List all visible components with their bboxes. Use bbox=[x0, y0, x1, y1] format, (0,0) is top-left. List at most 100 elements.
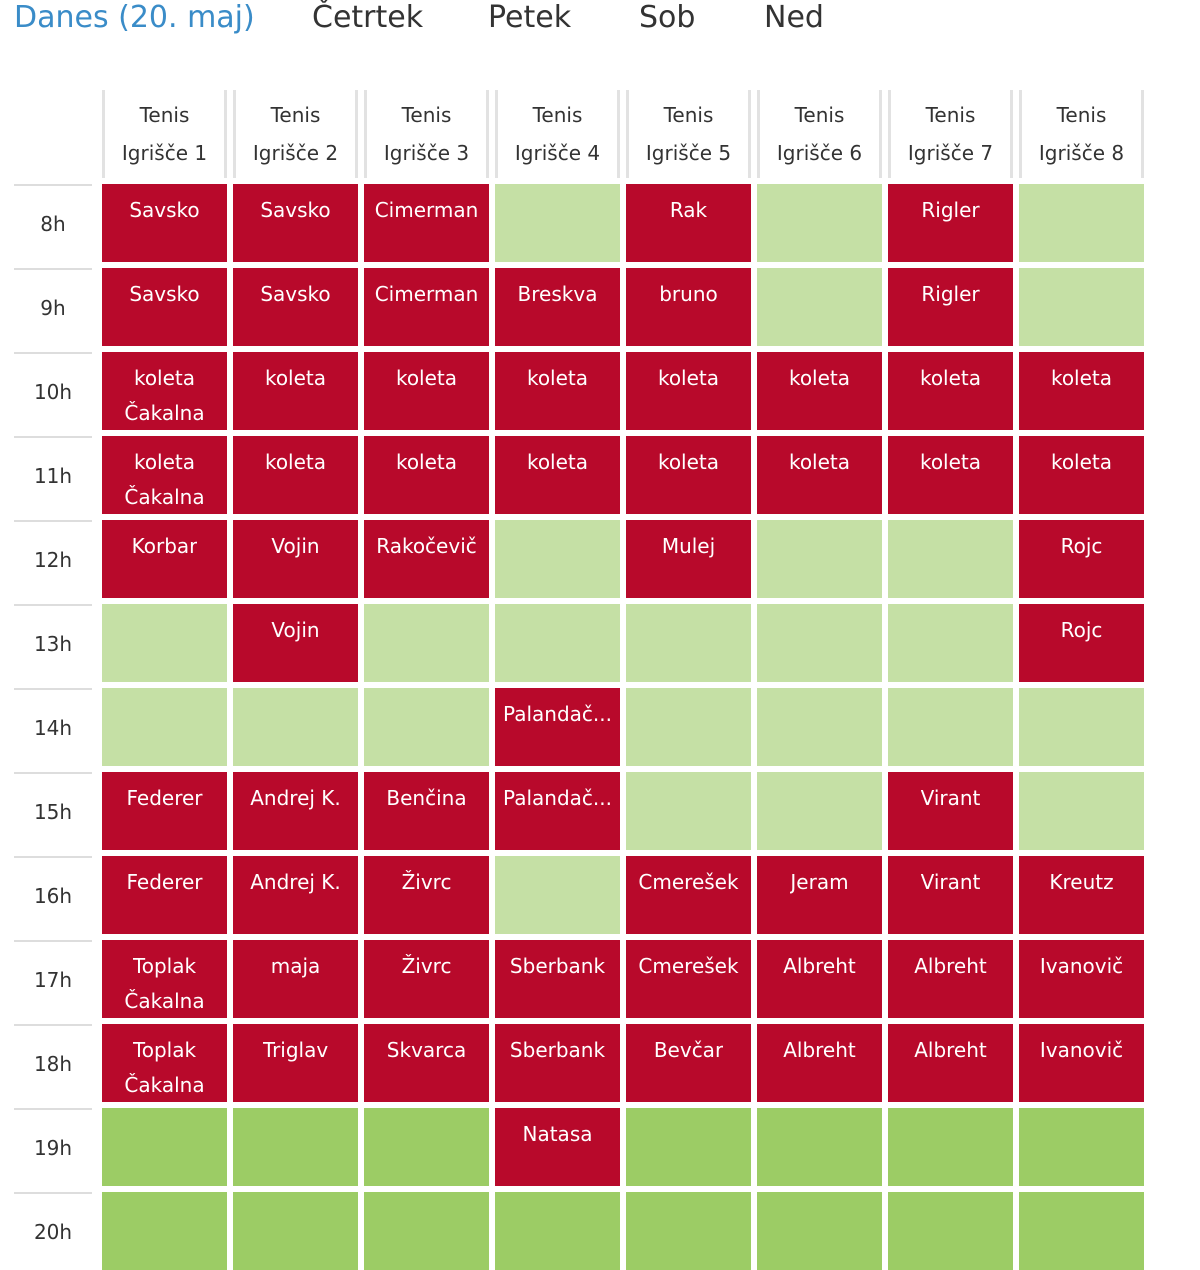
free-slot[interactable] bbox=[102, 604, 227, 682]
free-slot[interactable] bbox=[495, 520, 620, 598]
free-slot[interactable] bbox=[757, 184, 882, 262]
booked-slot[interactable]: Palandač... bbox=[495, 772, 620, 850]
booked-slot[interactable]: Albreht bbox=[888, 940, 1013, 1018]
booked-slot[interactable]: Rakočevič bbox=[364, 520, 489, 598]
free-slot[interactable] bbox=[102, 688, 227, 766]
booked-slot[interactable]: koleta bbox=[364, 436, 489, 514]
free-slot[interactable] bbox=[757, 688, 882, 766]
booked-slot[interactable]: Mulej bbox=[626, 520, 751, 598]
free-slot[interactable] bbox=[1019, 184, 1144, 262]
booked-slot[interactable]: Kreutz bbox=[1019, 856, 1144, 934]
booked-slot[interactable]: koleta bbox=[495, 436, 620, 514]
free-slot[interactable] bbox=[626, 772, 751, 850]
free-slot[interactable] bbox=[757, 268, 882, 346]
booked-slot[interactable]: Virant bbox=[888, 772, 1013, 850]
free-slot[interactable] bbox=[888, 1108, 1013, 1186]
booked-slot[interactable]: Rak bbox=[626, 184, 751, 262]
free-slot[interactable] bbox=[495, 1192, 620, 1270]
booked-slot[interactable]: koleta bbox=[888, 352, 1013, 430]
free-slot[interactable] bbox=[495, 184, 620, 262]
booked-slot[interactable]: Rigler bbox=[888, 268, 1013, 346]
booked-slot[interactable]: Albreht bbox=[757, 1024, 882, 1102]
booked-slot[interactable]: koleta bbox=[233, 352, 358, 430]
booked-slot[interactable]: Federer bbox=[102, 856, 227, 934]
tab-thursday[interactable]: Četrtek bbox=[312, 0, 424, 35]
booked-slot[interactable]: Savsko bbox=[102, 184, 227, 262]
booked-slot[interactable]: Savsko bbox=[102, 268, 227, 346]
free-slot[interactable] bbox=[626, 1108, 751, 1186]
booked-slot[interactable]: Triglav bbox=[233, 1024, 358, 1102]
tab-saturday[interactable]: Sob bbox=[639, 0, 696, 35]
free-slot[interactable] bbox=[1019, 688, 1144, 766]
free-slot[interactable] bbox=[626, 1192, 751, 1270]
booked-slot[interactable]: koleta bbox=[233, 436, 358, 514]
booked-slot[interactable]: Cmerešek bbox=[626, 940, 751, 1018]
booked-slot[interactable]: Albreht bbox=[888, 1024, 1013, 1102]
booked-slot[interactable]: Rojc bbox=[1019, 604, 1144, 682]
booked-slot[interactable]: koleta Čakalna bbox=[102, 352, 227, 430]
tab-sunday[interactable]: Ned bbox=[764, 0, 824, 35]
booked-slot[interactable]: koleta bbox=[364, 352, 489, 430]
tab-today[interactable]: Danes (20. maj) bbox=[14, 0, 255, 35]
booked-slot[interactable]: Jeram bbox=[757, 856, 882, 934]
free-slot[interactable] bbox=[495, 856, 620, 934]
booked-slot[interactable]: koleta bbox=[1019, 352, 1144, 430]
booked-slot[interactable]: Živrc bbox=[364, 940, 489, 1018]
booked-slot[interactable]: Ivanovič bbox=[1019, 1024, 1144, 1102]
free-slot[interactable] bbox=[757, 1108, 882, 1186]
free-slot[interactable] bbox=[1019, 268, 1144, 346]
free-slot[interactable] bbox=[1019, 772, 1144, 850]
free-slot[interactable] bbox=[1019, 1192, 1144, 1270]
booked-slot[interactable]: koleta bbox=[1019, 436, 1144, 514]
booked-slot[interactable]: koleta bbox=[757, 352, 882, 430]
booked-slot[interactable]: Savsko bbox=[233, 268, 358, 346]
booked-slot[interactable]: Natasa bbox=[495, 1108, 620, 1186]
free-slot[interactable] bbox=[102, 1192, 227, 1270]
booked-slot[interactable]: koleta bbox=[626, 352, 751, 430]
booked-slot[interactable]: koleta Čakalna bbox=[102, 436, 227, 514]
free-slot[interactable] bbox=[1019, 1108, 1144, 1186]
booked-slot[interactable]: Bevčar bbox=[626, 1024, 751, 1102]
booked-slot[interactable]: Andrej K. bbox=[233, 856, 358, 934]
free-slot[interactable] bbox=[626, 604, 751, 682]
booked-slot[interactable]: Skvarca bbox=[364, 1024, 489, 1102]
booked-slot[interactable]: Cmerešek bbox=[626, 856, 751, 934]
free-slot[interactable] bbox=[888, 688, 1013, 766]
booked-slot[interactable]: Andrej K. bbox=[233, 772, 358, 850]
booked-slot[interactable]: koleta bbox=[626, 436, 751, 514]
free-slot[interactable] bbox=[102, 1108, 227, 1186]
booked-slot[interactable]: Živrc bbox=[364, 856, 489, 934]
booked-slot[interactable]: maja bbox=[233, 940, 358, 1018]
booked-slot[interactable]: Korbar bbox=[102, 520, 227, 598]
free-slot[interactable] bbox=[495, 604, 620, 682]
booked-slot[interactable]: Breskva bbox=[495, 268, 620, 346]
booked-slot[interactable]: Benčina bbox=[364, 772, 489, 850]
booked-slot[interactable]: Rojc bbox=[1019, 520, 1144, 598]
free-slot[interactable] bbox=[757, 772, 882, 850]
booked-slot[interactable]: Vojin bbox=[233, 520, 358, 598]
booked-slot[interactable]: Toplak Čakalna bbox=[102, 1024, 227, 1102]
free-slot[interactable] bbox=[364, 1108, 489, 1186]
free-slot[interactable] bbox=[757, 604, 882, 682]
booked-slot[interactable]: Virant bbox=[888, 856, 1013, 934]
booked-slot[interactable]: Cimerman bbox=[364, 184, 489, 262]
booked-slot[interactable]: bruno bbox=[626, 268, 751, 346]
tab-friday[interactable]: Petek bbox=[488, 0, 572, 35]
booked-slot[interactable]: Vojin bbox=[233, 604, 358, 682]
booked-slot[interactable]: Albreht bbox=[757, 940, 882, 1018]
booked-slot[interactable]: Cimerman bbox=[364, 268, 489, 346]
free-slot[interactable] bbox=[233, 688, 358, 766]
booked-slot[interactable]: Federer bbox=[102, 772, 227, 850]
free-slot[interactable] bbox=[364, 604, 489, 682]
free-slot[interactable] bbox=[233, 1108, 358, 1186]
free-slot[interactable] bbox=[364, 1192, 489, 1270]
booked-slot[interactable]: Rigler bbox=[888, 184, 1013, 262]
booked-slot[interactable]: Toplak Čakalna bbox=[102, 940, 227, 1018]
booked-slot[interactable]: koleta bbox=[495, 352, 620, 430]
free-slot[interactable] bbox=[233, 1192, 358, 1270]
free-slot[interactable] bbox=[364, 688, 489, 766]
booked-slot[interactable]: Ivanovič bbox=[1019, 940, 1144, 1018]
booked-slot[interactable]: Savsko bbox=[233, 184, 358, 262]
free-slot[interactable] bbox=[757, 520, 882, 598]
free-slot[interactable] bbox=[888, 604, 1013, 682]
